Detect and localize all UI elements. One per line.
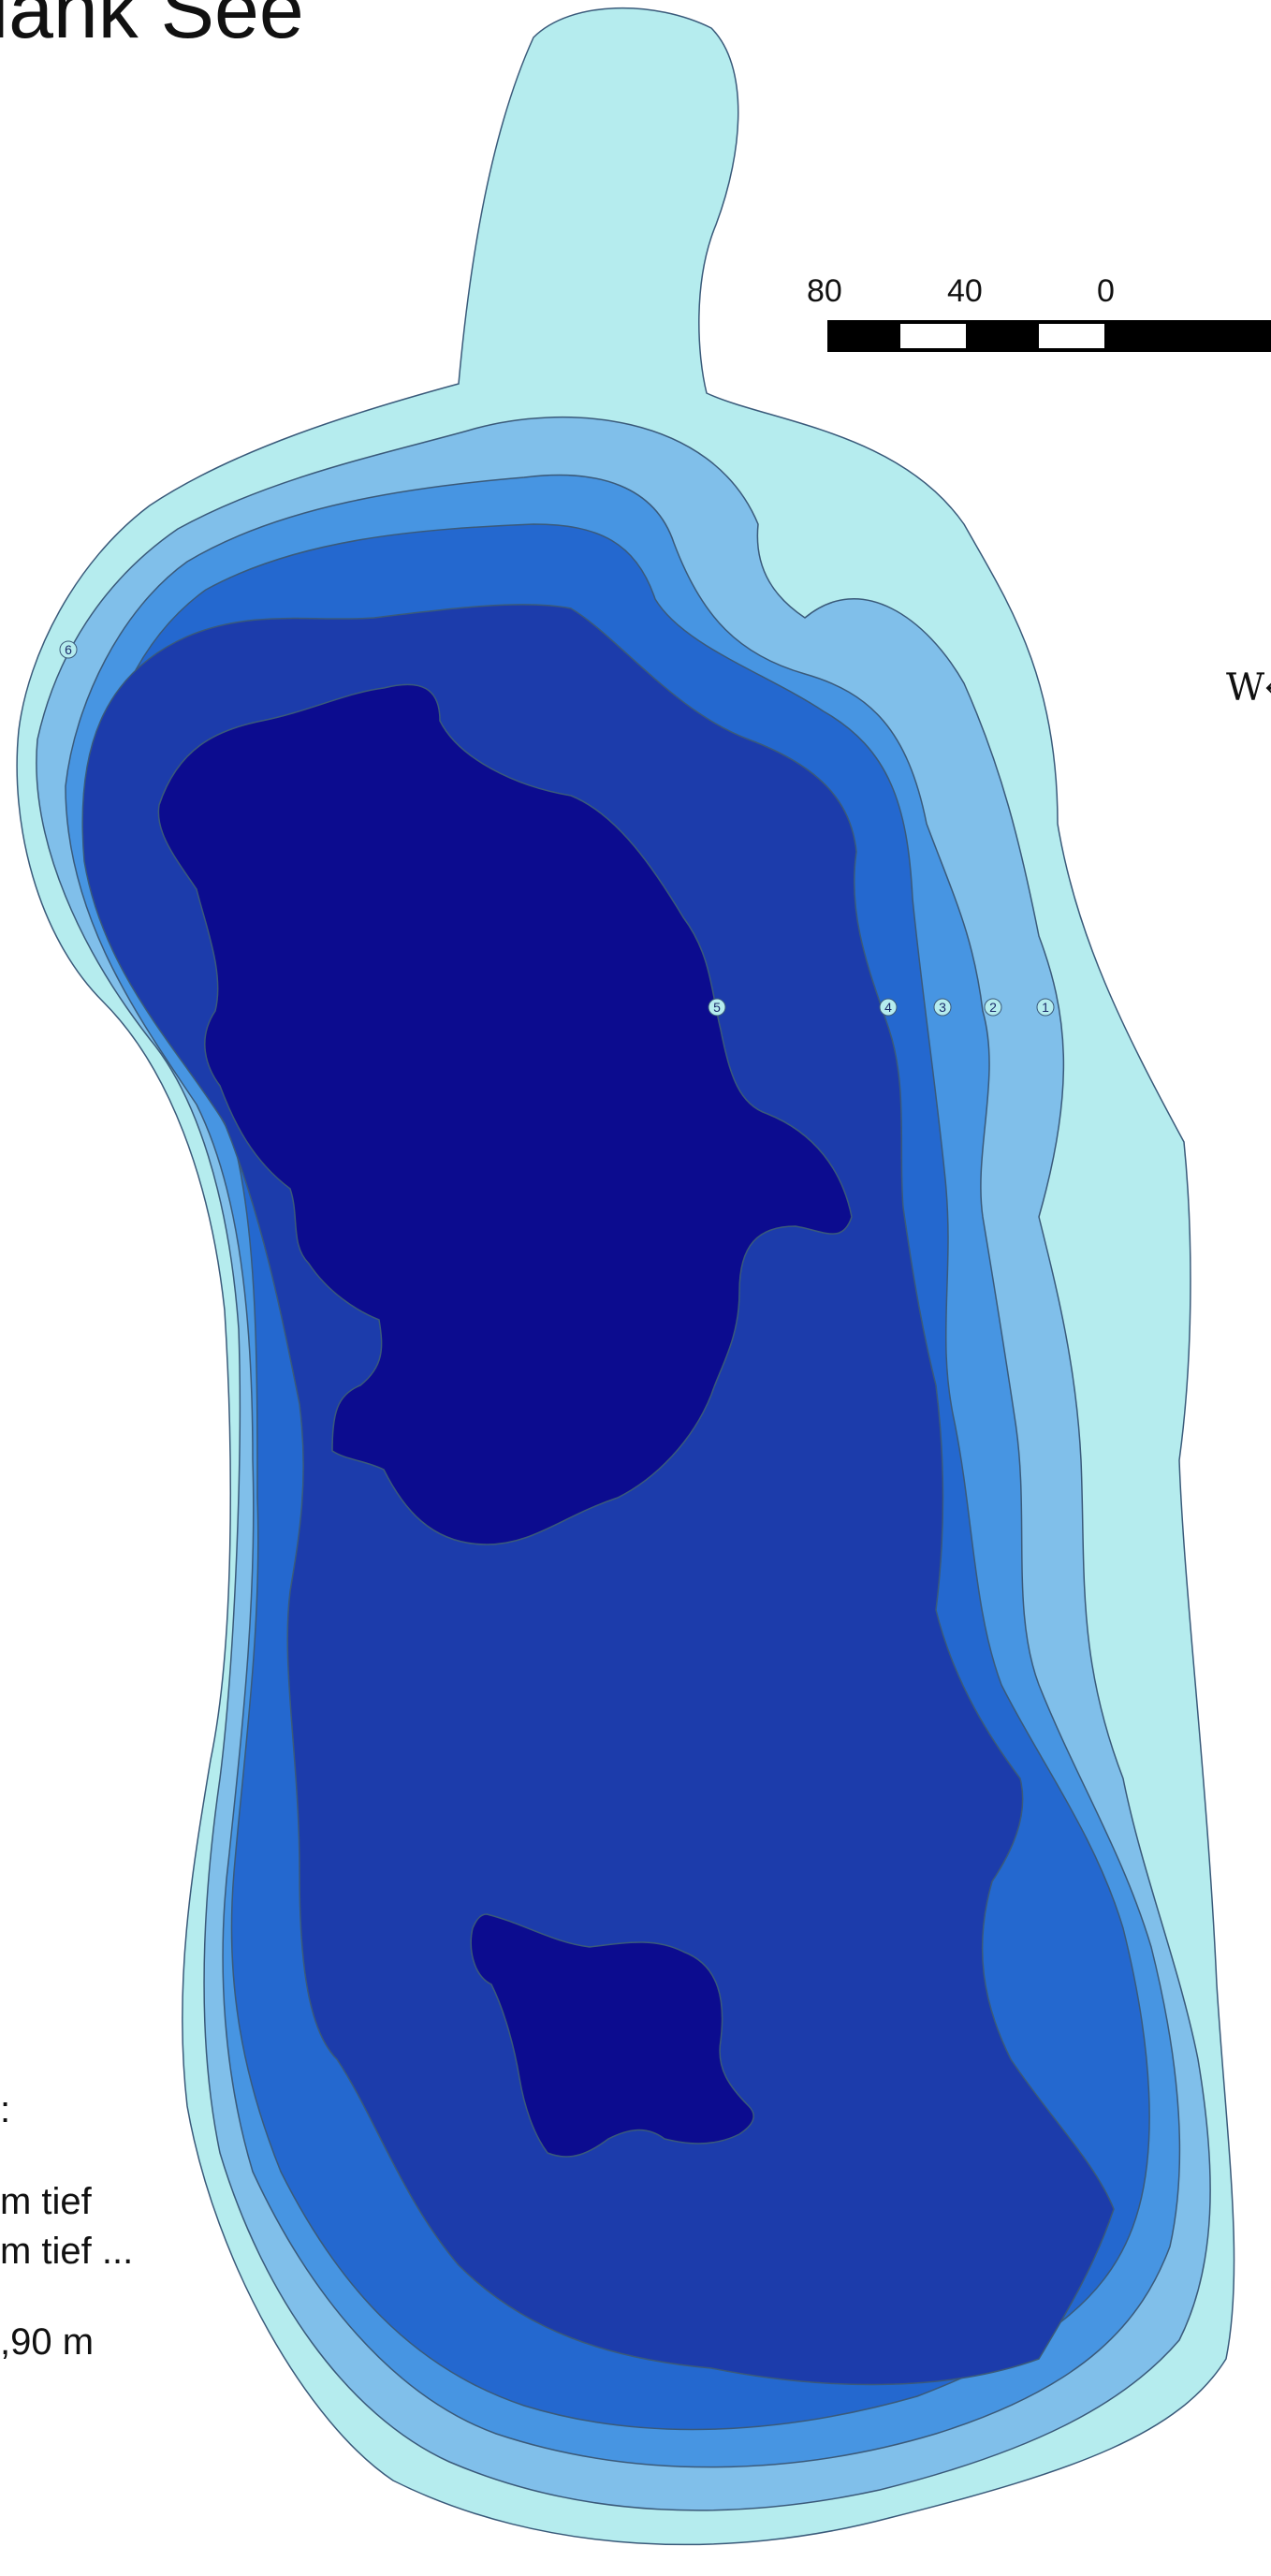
svg-text:2: 2 — [989, 1000, 997, 1015]
depth-marker-4: 4 — [879, 998, 898, 1017]
depth-marker-3: 3 — [933, 998, 952, 1017]
depth-zone-5-north — [157, 683, 853, 1545]
arrow-left-icon: ← — [1264, 666, 1271, 710]
scale-bar — [827, 320, 1271, 352]
legend-heading: : — [0, 2089, 11, 2130]
scale-label-40: 40 — [947, 273, 983, 309]
map-title: lank See — [0, 0, 304, 55]
depth-marker-5: 5 — [708, 998, 726, 1017]
svg-text:4: 4 — [884, 1000, 892, 1015]
depth-marker-2: 2 — [984, 998, 1002, 1017]
legend-max-depth: ,90 m — [0, 2321, 95, 2363]
svg-text:3: 3 — [939, 1000, 946, 1015]
depth-marker-6: 6 — [59, 640, 78, 659]
compass-west-label: W← — [1226, 666, 1271, 710]
depth-marker-1: 1 — [1036, 998, 1055, 1017]
depth-zone-5-south — [470, 1913, 754, 2158]
legend-entry-1: m tief — [0, 2181, 92, 2222]
legend-entry-2: m tief ... — [0, 2231, 134, 2272]
svg-text:5: 5 — [713, 1000, 721, 1015]
svg-text:6: 6 — [65, 642, 72, 657]
svg-text:1: 1 — [1042, 1000, 1049, 1015]
scale-label-0: 0 — [1097, 273, 1115, 309]
scale-label-80: 80 — [807, 273, 842, 309]
